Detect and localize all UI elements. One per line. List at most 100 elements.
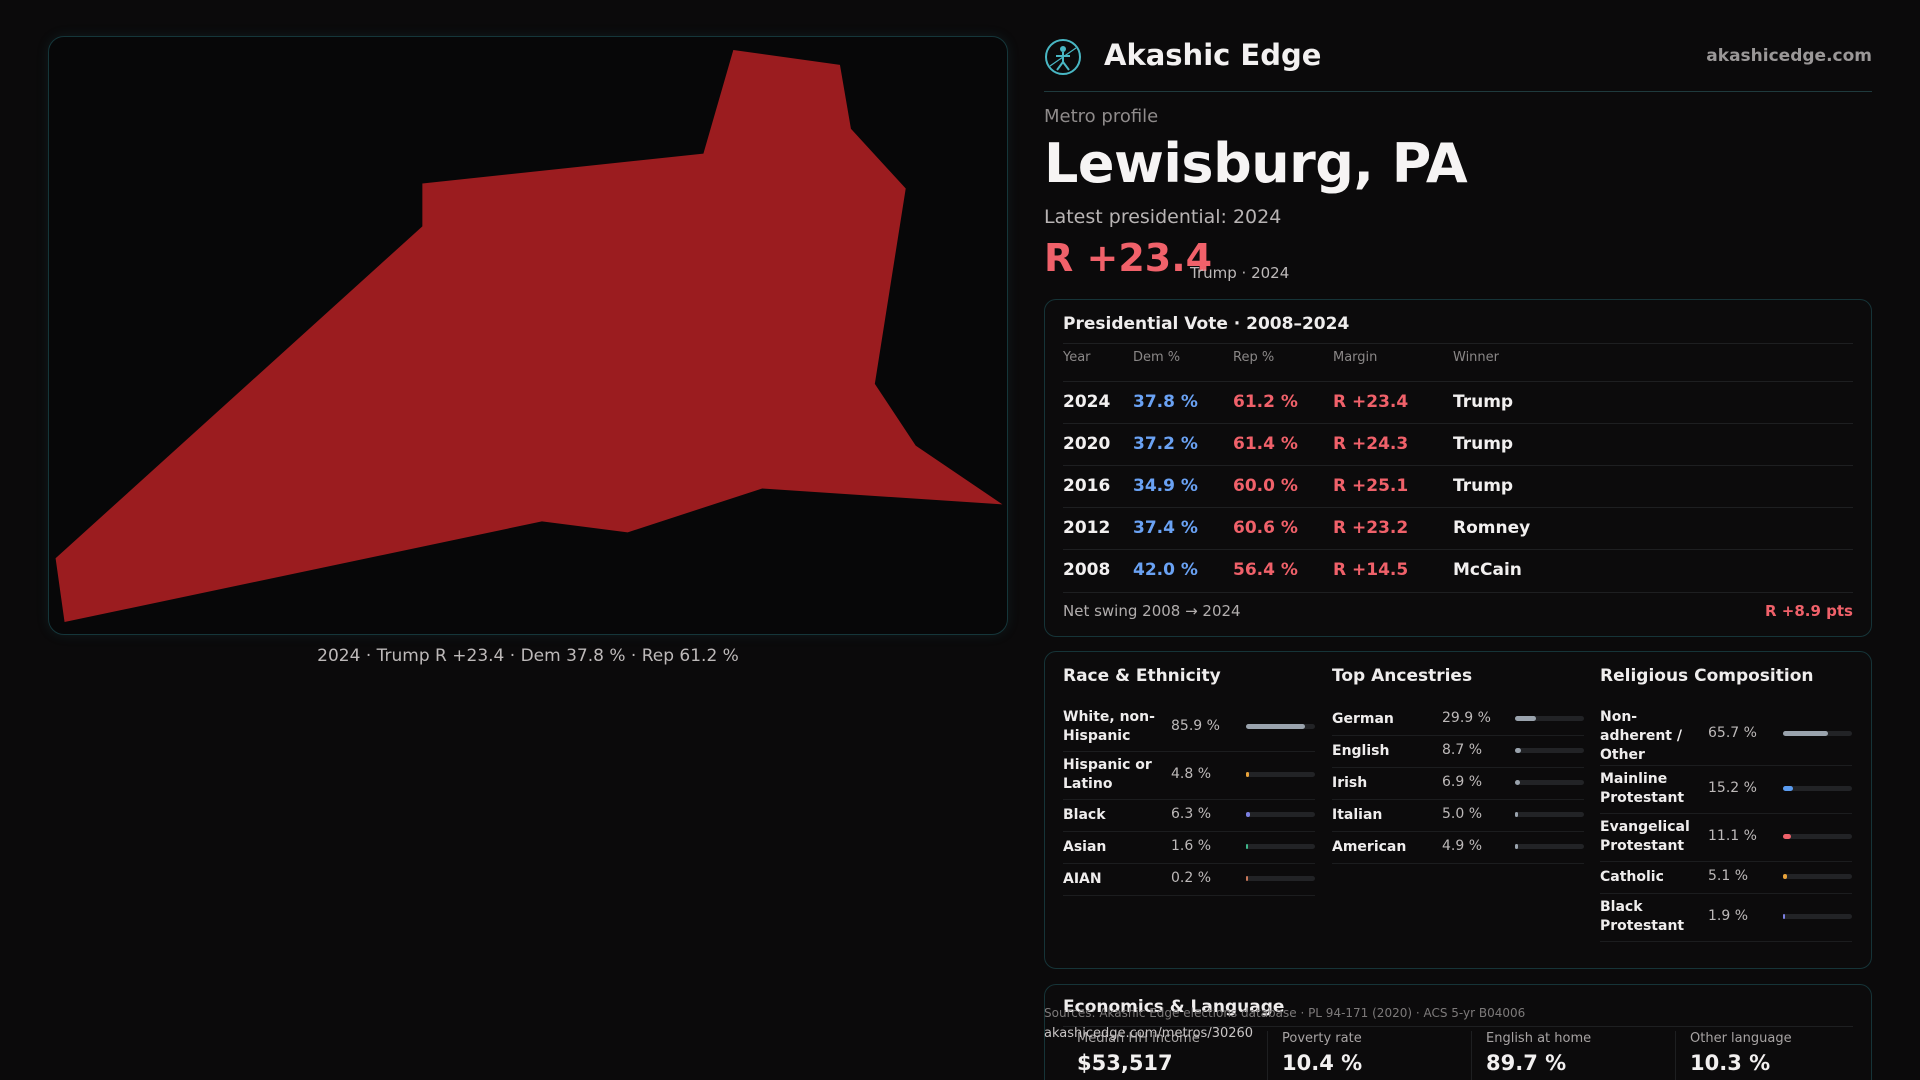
list-item[interactable]: Non-adherent / Other 65.7 % [1600,704,1852,766]
list-item[interactable]: Evangelical Protestant 11.1 % [1600,814,1852,862]
table-row[interactable]: 2012 37.4 % 60.6 % R +23.2 Romney [1063,508,1853,550]
economics-card: Economics & Language Median HH income $53… [1044,984,1872,1080]
list-item[interactable]: German 29.9 % [1332,704,1584,736]
item-label: Evangelical Protestant [1600,819,1690,854]
cell-rep: 61.4 % [1233,434,1298,454]
item-bar-track [1246,876,1315,881]
table-row[interactable]: 2024 37.8 % 61.2 % R +23.4 Trump [1063,382,1853,424]
item-value: 6.3 % [1171,806,1212,822]
list-item[interactable]: English 8.7 % [1332,736,1584,768]
site-link[interactable]: akashicedge.com [1706,46,1872,66]
cell-margin: R +24.3 [1333,434,1409,454]
list-item[interactable]: Italian 5.0 % [1332,800,1584,832]
item-bar-track [1515,716,1584,721]
item-bar-fill [1246,772,1250,777]
item-bar-fill [1783,834,1791,839]
list-item[interactable]: Black 6.3 % [1063,800,1315,832]
metro-shape-svg [55,49,1003,623]
divider [1063,592,1853,593]
item-value: 11.1 % [1708,828,1757,844]
item-value: 4.8 % [1171,766,1212,782]
cell-winner: Romney [1453,518,1531,538]
list-item[interactable]: Irish 6.9 % [1332,768,1584,800]
cell-margin: R +25.1 [1333,476,1409,496]
divider [1063,1026,1853,1027]
stat-tile: English at home 89.7 % [1471,1031,1661,1080]
item-bar-fill [1246,724,1306,729]
item-value: 1.6 % [1171,838,1212,854]
item-value: 8.7 % [1442,742,1483,758]
list-item[interactable]: Mainline Protestant 15.2 % [1600,766,1852,814]
brand-name[interactable]: Akashic Edge [1104,38,1322,72]
row-divider [1063,423,1853,424]
list-item[interactable]: AIAN 0.2 % [1063,864,1315,896]
list-item[interactable]: Hispanic or Latino 4.8 % [1063,752,1315,800]
list-item[interactable]: Asian 1.6 % [1063,832,1315,864]
item-bar-track [1515,844,1584,849]
item-value: 6.9 % [1442,774,1483,790]
item-bar-track [1783,874,1852,879]
compass-person-icon[interactable] [1044,38,1082,76]
metro-map[interactable] [48,36,1008,635]
item-bar-track [1783,834,1852,839]
item-value: 5.1 % [1708,868,1749,884]
item-bar-fill [1515,780,1520,785]
stat-value: 10.3 % [1690,1051,1771,1075]
row-divider [1063,549,1853,550]
table-row[interactable]: 2020 37.2 % 61.4 % R +24.3 Trump [1063,424,1853,466]
presidential-vote-card: Presidential Vote · 2008–2024 Year Dem %… [1044,299,1872,637]
row-divider [1063,381,1853,382]
divider [1063,343,1853,344]
item-bar-fill [1515,812,1519,817]
latest-margin: R +23.4 [1044,236,1213,280]
cell-dem: 37.8 % [1133,392,1198,412]
table-row[interactable]: 2008 42.0 % 56.4 % R +14.5 McCain [1063,550,1853,592]
net-swing-label: Net swing 2008 → 2024 [1063,602,1241,620]
religion-title: Religious Composition [1600,666,1814,686]
cell-dem: 37.2 % [1133,434,1198,454]
item-label: Black [1063,807,1106,823]
site-header: Akashic Edge akashicedge.com [1044,36,1872,92]
metro-boundary-shape[interactable] [55,49,1003,623]
cell-year: 2024 [1063,392,1111,412]
col-dem: Dem % [1133,350,1181,365]
demographics-card: Race & Ethnicity White, non-Hispanic 85.9… [1044,651,1872,969]
item-bar-track [1246,812,1315,817]
item-value: 4.9 % [1442,838,1483,854]
stat-value: 10.4 % [1282,1051,1363,1075]
cell-year: 2016 [1063,476,1111,496]
item-label: English [1332,743,1390,759]
item-value: 5.0 % [1442,806,1483,822]
stat-label: English at home [1486,1031,1592,1046]
list-item[interactable]: Catholic 5.1 % [1600,862,1852,894]
cell-year: 2020 [1063,434,1111,454]
row-divider [1063,465,1853,466]
cell-margin: R +23.4 [1333,392,1409,412]
item-value: 15.2 % [1708,780,1757,796]
profile-panel: Akashic Edge akashicedge.com Metro profi… [1044,0,1872,1080]
item-label: German [1332,711,1394,727]
latest-presidential-label: Latest presidential: 2024 [1044,206,1282,228]
list-item[interactable]: White, non-Hispanic 85.9 % [1063,704,1315,752]
permalink[interactable]: akashicedge.com/metros/30260 [1044,1026,1254,1041]
cell-rep: 60.6 % [1233,518,1298,538]
stat-label: Median HH income [1077,1031,1200,1046]
item-label: Italian [1332,807,1383,823]
item-bar-fill [1246,844,1248,849]
list-item[interactable]: Black Protestant 1.9 % [1600,894,1852,942]
item-label: Irish [1332,775,1368,791]
stat-label: Poverty rate [1282,1031,1362,1046]
list-item[interactable]: American 4.9 % [1332,832,1584,864]
item-value: 85.9 % [1171,718,1220,734]
item-label: Catholic [1600,869,1664,885]
cell-year: 2008 [1063,560,1111,580]
cell-winner: Trump [1453,476,1514,496]
stat-label: Other language [1690,1031,1792,1046]
table-header: Year Dem % Rep % Margin Winner [1063,350,1853,374]
cell-rep: 56.4 % [1233,560,1298,580]
item-bar-fill [1783,731,1829,736]
table-row[interactable]: 2016 34.9 % 60.0 % R +25.1 Trump [1063,466,1853,508]
stat-tile: Poverty rate 10.4 % [1267,1031,1457,1080]
item-bar-track [1246,844,1315,849]
cell-winner: Trump [1453,392,1514,412]
